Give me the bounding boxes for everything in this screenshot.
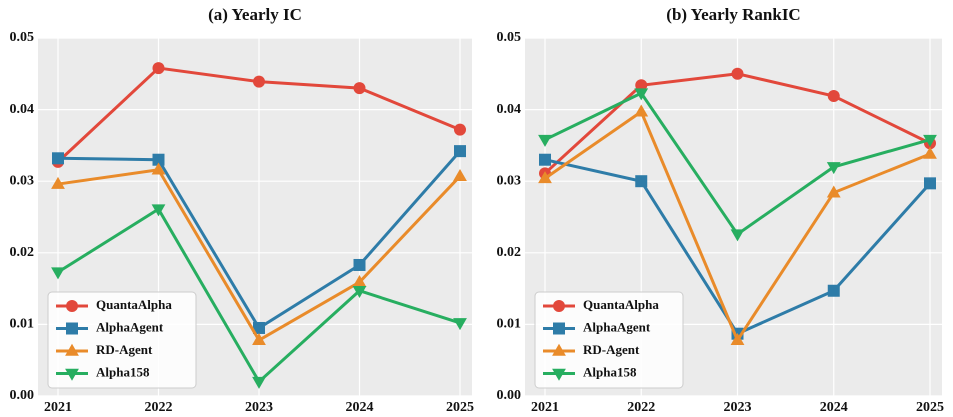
legend-label: Alpha158 xyxy=(583,364,637,379)
marker xyxy=(52,152,64,165)
marker xyxy=(252,376,266,389)
x-tick-label: 2023 xyxy=(724,400,752,415)
x-tick-label: 2023 xyxy=(245,400,273,415)
legend-label: QuantaAlpha xyxy=(583,297,659,312)
x-tick-label: 2024 xyxy=(820,400,848,415)
marker xyxy=(352,274,367,287)
marker xyxy=(923,134,937,147)
y-tick-label: 0.04 xyxy=(497,102,522,117)
y-tick-label: 0.00 xyxy=(497,388,522,403)
x-tick-label: 2025 xyxy=(446,400,474,415)
marker xyxy=(66,300,78,312)
marker xyxy=(152,62,165,75)
marker xyxy=(553,322,565,335)
legend-label: Alpha158 xyxy=(96,364,150,379)
legend-label: AlphaAgent xyxy=(96,319,164,334)
chart-title: (a) Yearly IC xyxy=(208,5,302,24)
chart-title: (b) Yearly RankIC xyxy=(666,5,800,24)
marker xyxy=(453,318,467,331)
marker xyxy=(923,146,937,159)
marker xyxy=(253,75,265,88)
marker xyxy=(827,284,840,297)
marker xyxy=(51,176,65,189)
y-tick-label: 0.01 xyxy=(497,317,522,332)
marker xyxy=(634,104,649,117)
x-tick-label: 2021 xyxy=(44,400,72,415)
marker xyxy=(635,79,648,92)
marker xyxy=(553,300,565,312)
x-tick-label: 2021 xyxy=(531,400,559,415)
legend-box xyxy=(534,291,684,389)
marker xyxy=(151,162,166,175)
x-tick-label: 2022 xyxy=(627,400,655,415)
x-tick-label: 2025 xyxy=(916,400,944,415)
marker xyxy=(253,321,265,334)
marker xyxy=(454,123,466,136)
marker xyxy=(65,368,79,381)
marker xyxy=(352,285,367,298)
marker xyxy=(353,258,366,271)
marker xyxy=(730,229,745,242)
y-tick-label: 0.04 xyxy=(10,102,35,117)
marker xyxy=(65,343,79,356)
legend-label: RD-Agent xyxy=(96,342,153,357)
marker xyxy=(539,153,551,166)
y-tick-label: 0.02 xyxy=(497,245,522,260)
y-tick-label: 0.05 xyxy=(497,30,522,45)
marker xyxy=(454,145,466,158)
marker xyxy=(552,343,566,356)
marker xyxy=(827,89,840,102)
y-tick-label: 0.00 xyxy=(10,388,35,403)
y-tick-label: 0.01 xyxy=(10,317,35,332)
legend-box xyxy=(47,291,197,389)
y-tick-label: 0.03 xyxy=(10,173,35,188)
y-tick-label: 0.03 xyxy=(497,173,522,188)
marker xyxy=(552,368,566,381)
marker xyxy=(730,332,745,345)
y-tick-label: 0.02 xyxy=(10,245,35,260)
marker xyxy=(151,204,166,217)
legend-label: RD-Agent xyxy=(583,342,640,357)
marker xyxy=(924,177,936,190)
marker xyxy=(453,168,467,181)
marker xyxy=(538,134,552,147)
marker xyxy=(152,153,165,166)
legend-label: QuantaAlpha xyxy=(96,297,172,312)
marker xyxy=(635,175,648,188)
marker xyxy=(634,88,649,101)
marker xyxy=(731,67,744,80)
x-tick-label: 2022 xyxy=(145,400,173,415)
marker xyxy=(51,267,65,280)
marker xyxy=(252,332,266,345)
marker xyxy=(538,171,552,184)
x-tick-label: 2024 xyxy=(346,400,374,415)
marker xyxy=(826,185,841,198)
marker xyxy=(353,82,366,95)
y-tick-label: 0.05 xyxy=(10,30,35,45)
marker xyxy=(66,322,78,335)
marker xyxy=(826,162,841,175)
legend-label: AlphaAgent xyxy=(583,319,651,334)
